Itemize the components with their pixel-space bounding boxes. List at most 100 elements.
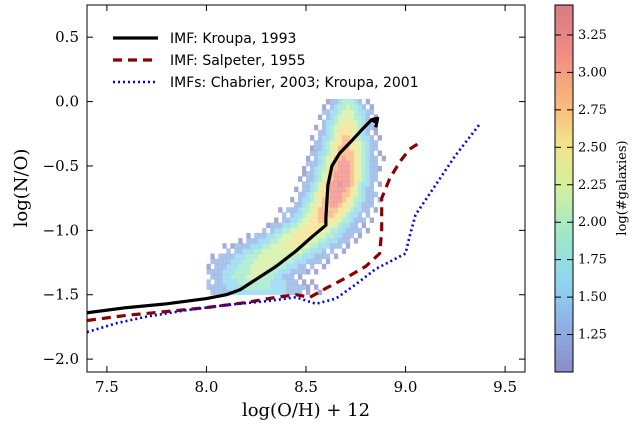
density-cell: [357, 119, 363, 126]
density-cell: [258, 284, 263, 290]
density-cell: [250, 238, 255, 244]
density-cell: [361, 155, 366, 162]
colorbar-tick-label: 2.75: [578, 103, 607, 118]
density-cell: [306, 186, 311, 193]
density-cell: [222, 274, 227, 280]
density-cell: [333, 176, 339, 182]
density-cell: [361, 119, 366, 126]
density-cell: [254, 253, 259, 259]
density-cell: [325, 212, 331, 218]
density-cell: [329, 191, 335, 198]
density-cell: [286, 222, 291, 229]
density-cell: [310, 279, 315, 285]
density-cell: [321, 191, 327, 198]
density-cell: [321, 140, 327, 146]
density-cell: [337, 140, 343, 146]
density-cell: [246, 232, 251, 239]
density-cell: [321, 119, 327, 126]
density-cell: [353, 202, 359, 208]
density-cell: [286, 284, 291, 290]
density-cell: [353, 124, 359, 131]
density-cell: [329, 140, 335, 146]
density-cell: [353, 140, 359, 146]
density-cell: [365, 181, 370, 187]
density-cell: [266, 238, 271, 244]
density-cell: [349, 171, 355, 177]
density-cell: [282, 284, 287, 290]
density-cell: [349, 124, 355, 131]
density-cell: [357, 155, 363, 162]
density-cell: [302, 232, 307, 239]
density-cell: [282, 289, 287, 296]
density-cell: [345, 119, 351, 126]
density-cell: [234, 263, 239, 270]
density-cell: [306, 253, 311, 259]
density-cell: [298, 253, 303, 259]
density-cell: [306, 232, 311, 239]
density-cell: [314, 269, 319, 275]
density-cell: [286, 258, 291, 265]
density-cell: [266, 248, 271, 254]
density-cell: [333, 145, 339, 151]
density-cell: [278, 207, 283, 213]
density-cell: [262, 258, 267, 265]
colorbar-tick-label: 2.25: [578, 178, 607, 193]
density-cell: [361, 196, 366, 203]
density-cell: [341, 202, 347, 208]
density-cell: [222, 243, 227, 249]
density-cell: [361, 114, 366, 120]
density-cell: [337, 176, 343, 182]
density-cell: [341, 248, 347, 254]
density-cell: [298, 269, 303, 275]
density-cell: [222, 263, 227, 270]
density-cell: [353, 114, 359, 120]
density-cell: [345, 212, 351, 218]
density-cell: [302, 171, 307, 177]
density-cell: [274, 248, 279, 254]
density-cell: [353, 186, 359, 193]
density-cell: [349, 129, 355, 136]
density-cell: [353, 104, 359, 110]
density-cell: [246, 253, 251, 259]
density-cell: [274, 217, 279, 223]
density-cell: [302, 207, 307, 213]
density-cell: [341, 166, 347, 172]
density-cell: [210, 274, 215, 280]
density-cell: [278, 238, 283, 244]
density-cell: [314, 191, 319, 198]
density-cell: [345, 109, 351, 115]
density-cell: [361, 181, 366, 187]
density-cell: [298, 191, 303, 198]
density-cell: [341, 222, 347, 229]
density-cell: [365, 129, 370, 136]
density-cell: [373, 129, 378, 136]
density-cell: [206, 269, 211, 275]
density-cell: [325, 99, 331, 105]
density-cell: [321, 104, 327, 110]
density-cell: [333, 202, 339, 208]
density-cell: [369, 109, 374, 115]
density-cell: [210, 258, 215, 265]
y-tick-label: −1.0: [43, 221, 79, 239]
density-cell: [278, 227, 283, 234]
density-cell: [345, 166, 351, 172]
density-cell: [314, 217, 319, 223]
y-tick-label: −0.5: [43, 157, 79, 175]
density-cell: [222, 279, 227, 285]
density-cell: [337, 166, 343, 172]
density-cell: [306, 171, 311, 177]
density-cell: [365, 191, 370, 198]
density-cell: [310, 186, 315, 193]
density-cell: [278, 274, 283, 280]
density-cell: [333, 186, 339, 193]
density-cell: [282, 263, 287, 270]
x-axis-label: log(O/H) + 12: [242, 400, 370, 421]
density-cell: [266, 222, 271, 229]
density-cell: [329, 207, 335, 213]
density-cell: [282, 248, 287, 254]
density-cell: [254, 243, 259, 249]
density-cell: [238, 279, 243, 285]
density-cell: [365, 176, 370, 182]
density-cell: [365, 207, 370, 213]
density-cell: [270, 289, 275, 296]
